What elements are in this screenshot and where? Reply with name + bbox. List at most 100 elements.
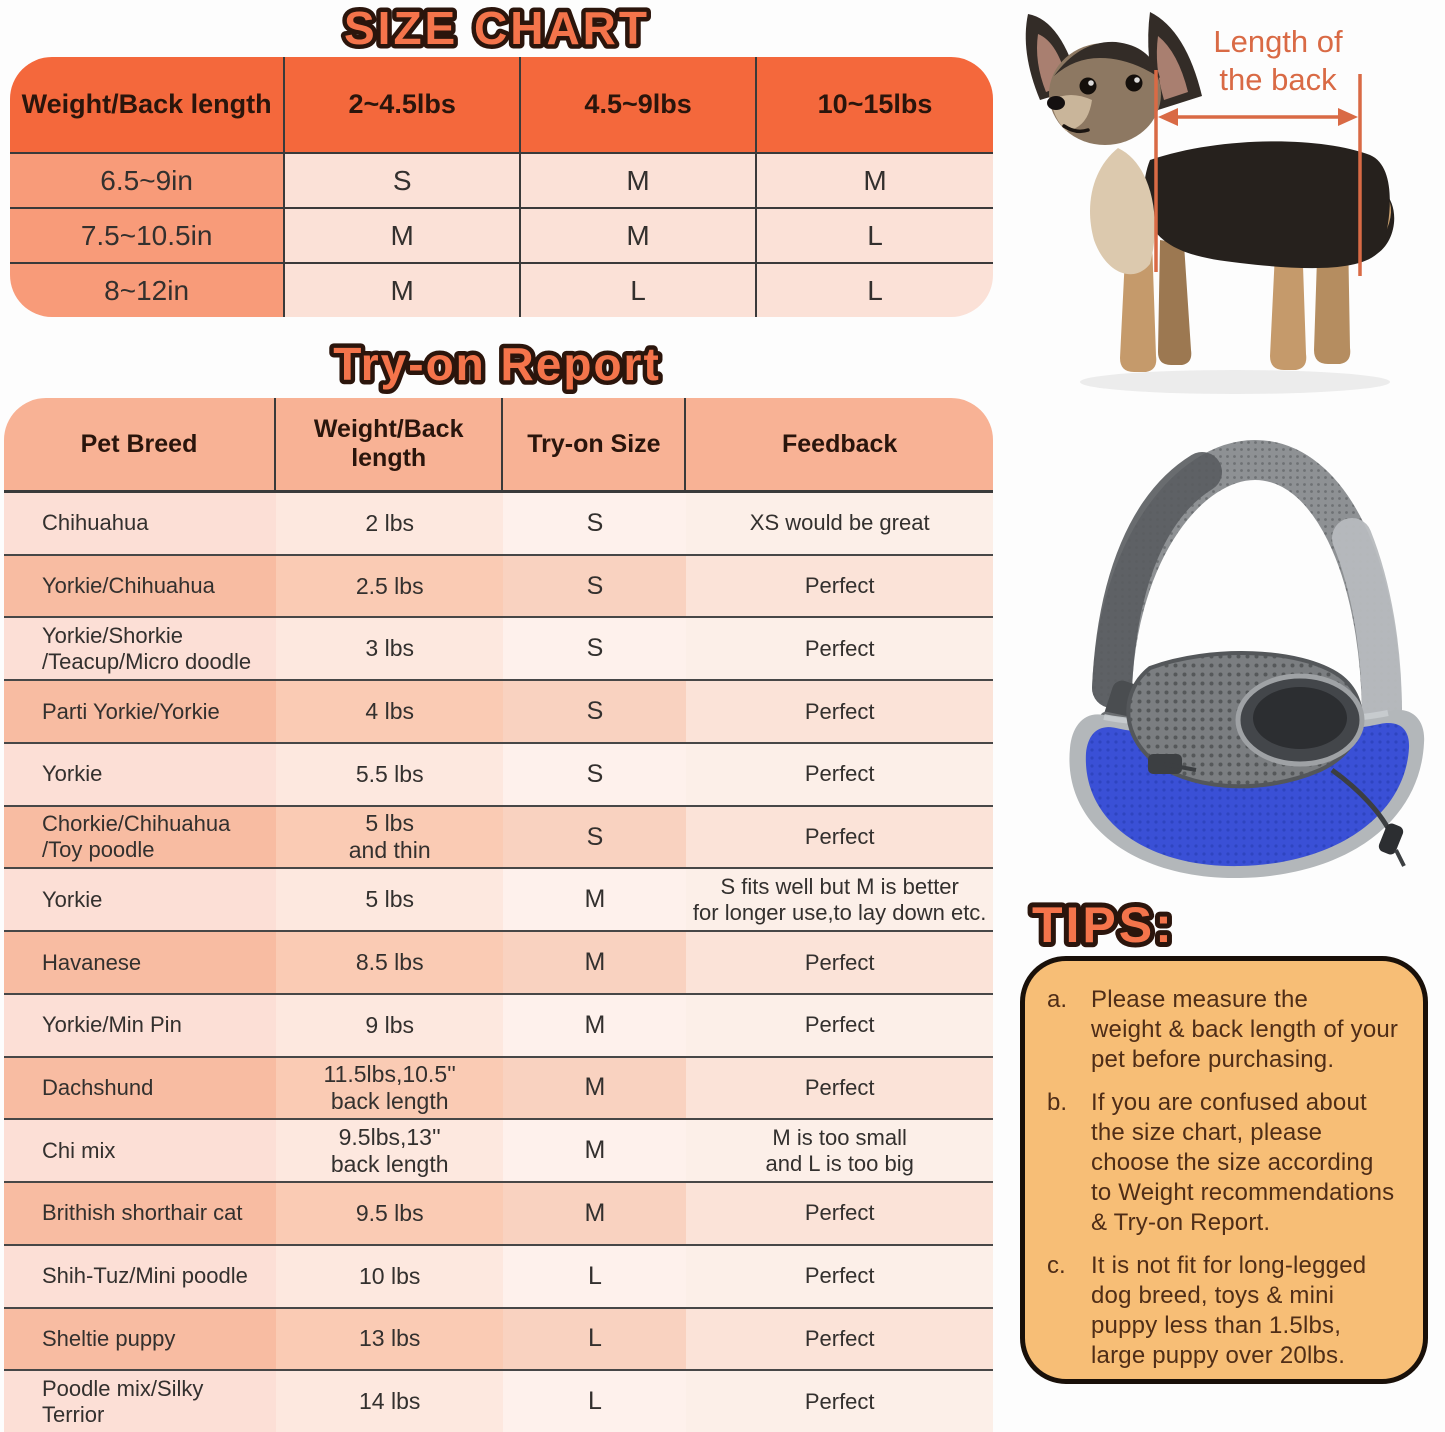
cell-weight-back-length: 14 lbs: [275, 1371, 504, 1432]
cell-weight-back-length: 2.5 lbs: [275, 555, 504, 617]
cell-weight-back-length: 2 lbs: [275, 493, 504, 554]
table-row: Havanese 8.5 lbs M Perfect: [4, 930, 993, 993]
size-chart-header-row: Weight/Back length 2~4.5lbs 4.5~9lbs 10~…: [10, 57, 993, 152]
annotation-line2: the back: [1219, 62, 1337, 97]
table-row: Sheltie puppy 13 lbs L Perfect: [4, 1306, 993, 1370]
table-row: Chorkie/Chihuahua /Toy poodle 5 lbs and …: [4, 804, 993, 868]
tryon-header-cell: Feedback: [782, 429, 898, 458]
cell-tryon-size: S: [503, 743, 687, 805]
tryon-header-cell: Try-on Size: [503, 398, 687, 490]
tryon-header-row: Pet Breed Weight/Back length Try-on Size…: [4, 398, 993, 493]
size-chart-cell: M: [521, 209, 758, 262]
cell-tryon-size: S: [503, 681, 687, 742]
cell-tryon-size: L: [503, 1371, 687, 1432]
cell-pet-breed: Dachshund: [4, 1057, 276, 1119]
size-chart-cell: S: [285, 154, 522, 207]
tryon-table-body: Chihuahua 2 lbs S XS would be great York…: [4, 493, 993, 1432]
cell-pet-breed: Chihuahua: [4, 493, 276, 554]
cell-weight-back-length: 9.5lbs,13'' back length: [275, 1120, 504, 1182]
cell-pet-breed: Sheltie puppy: [4, 1308, 276, 1370]
size-chart-row: 8~12in M L L: [10, 262, 993, 317]
arrow-left-icon: [1158, 108, 1178, 126]
tip-label: a.: [1047, 986, 1068, 1013]
table-row: Yorkie 5.5 lbs S Perfect: [4, 741, 993, 805]
cell-weight-back-length: 9.5 lbs: [275, 1183, 504, 1244]
table-row: Yorkie/Chihuahua 2.5 lbs S Perfect: [4, 553, 993, 617]
size-chart-cell: L: [757, 209, 993, 262]
size-chart-row-label: 8~12in: [10, 264, 286, 317]
cell-pet-breed: Yorkie: [4, 743, 276, 805]
table-row: Chihuahua 2 lbs S XS would be great: [4, 493, 993, 554]
tip-item: c. It is not fit for long-legged dog bre…: [1047, 1251, 1405, 1371]
size-chart-cell: M: [521, 154, 758, 207]
tryon-header-cell: Pet Breed: [4, 398, 276, 490]
size-chart-cell: M: [757, 154, 993, 207]
size-chart-cell: L: [757, 264, 993, 317]
cell-feedback: Perfect: [686, 1057, 993, 1119]
tip-text: Please measure the weight & back length …: [1091, 986, 1399, 1073]
carrier-photo: [1069, 439, 1425, 879]
size-chart-cell: M: [285, 264, 522, 317]
size-chart-header-cell: 2~4.5lbs: [285, 57, 522, 152]
table-row: Brithish shorthair cat 9.5 lbs M Perfect: [4, 1181, 993, 1244]
tips-title-text: TIPS:: [1032, 897, 1175, 953]
cell-tryon-size: M: [503, 994, 687, 1056]
dog-photo: Length of the back: [1025, 12, 1395, 394]
cell-tryon-size: S: [503, 555, 687, 617]
right-column: Length of the back: [1000, 0, 1445, 1432]
cell-pet-breed: Poodle mix/Silky Terrior: [4, 1371, 276, 1432]
tryon-report-title-text: Try-on Report: [333, 338, 661, 390]
cell-pet-breed: Chi mix: [4, 1120, 276, 1182]
cell-tryon-size: L: [503, 1308, 687, 1370]
table-row: Parti Yorkie/Yorkie 4 lbs S Perfect: [4, 679, 993, 742]
tips-title: TIPS:: [1027, 892, 1177, 956]
cell-pet-breed: Chorkie/Chihuahua /Toy poodle: [4, 806, 276, 868]
size-chart-row: 7.5~10.5in M M L: [10, 207, 993, 262]
cell-pet-breed: Brithish shorthair cat: [4, 1183, 276, 1244]
cell-tryon-size: M: [503, 869, 687, 931]
tip-text: If you are confused about the size chart…: [1091, 1089, 1395, 1236]
table-row: Yorkie/Shorkie /Teacup/Micro doodle 3 lb…: [4, 616, 993, 680]
cell-tryon-size: S: [503, 806, 687, 868]
size-chart-row-label: 7.5~10.5in: [10, 209, 286, 262]
table-row: Yorkie/Min Pin 9 lbs M Perfect: [4, 992, 993, 1056]
cell-feedback: Perfect: [686, 994, 993, 1056]
tip-item: a. Please measure the weight & back leng…: [1047, 985, 1405, 1075]
tips-box: a. Please measure the weight & back leng…: [1020, 956, 1428, 1384]
cell-tryon-size: L: [503, 1245, 687, 1307]
cell-feedback: Perfect: [686, 1183, 993, 1244]
cell-weight-back-length: 5.5 lbs: [275, 743, 504, 805]
size-chart-row-label: 6.5~9in: [10, 154, 286, 207]
back-length-annotation: Length of the back: [1154, 24, 1362, 276]
arrow-right-icon: [1338, 108, 1358, 126]
cell-tryon-size: M: [503, 1183, 687, 1244]
table-row: Chi mix 9.5lbs,13'' back length M M is t…: [4, 1118, 993, 1182]
cell-feedback: Perfect: [686, 932, 993, 993]
cell-weight-back-length: 8.5 lbs: [275, 932, 504, 993]
cell-pet-breed: Shih-Tuz/Mini poodle: [4, 1245, 276, 1307]
tip-label: b.: [1047, 1089, 1068, 1116]
tryon-report-title: Try-on Report: [329, 334, 664, 394]
cell-weight-back-length: 5 lbs: [275, 869, 504, 931]
size-chart-cell: L: [521, 264, 758, 317]
size-chart-header-cell: 4.5~9lbs: [521, 57, 758, 152]
tryon-header-cell: Weight/Back length: [276, 398, 504, 490]
cell-tryon-size: S: [503, 493, 687, 554]
cell-weight-back-length: 13 lbs: [275, 1308, 504, 1370]
annotation-line1: Length of: [1213, 24, 1343, 59]
cell-tryon-size: M: [503, 932, 687, 993]
size-chart-title: SIZE CHART: [340, 2, 652, 58]
cell-weight-back-length: 9 lbs: [275, 994, 504, 1056]
cell-tryon-size: M: [503, 1120, 687, 1182]
cell-weight-back-length: 10 lbs: [275, 1245, 504, 1307]
table-row: Poodle mix/Silky Terrior 14 lbs L Perfec…: [4, 1369, 993, 1432]
size-chart-body: 6.5~9in S M M 7.5~10.5in M M L 8~12in M …: [10, 152, 993, 317]
cell-feedback: Perfect: [686, 618, 993, 680]
cell-pet-breed: Yorkie: [4, 869, 276, 931]
cell-feedback: M is too small and L is too big: [686, 1120, 993, 1182]
cell-pet-breed: Yorkie/Min Pin: [4, 994, 276, 1056]
cell-weight-back-length: 3 lbs: [275, 618, 504, 680]
cell-weight-back-length: 11.5lbs,10.5'' back length: [275, 1057, 504, 1119]
table-row: Shih-Tuz/Mini poodle 10 lbs L Perfect: [4, 1243, 993, 1307]
